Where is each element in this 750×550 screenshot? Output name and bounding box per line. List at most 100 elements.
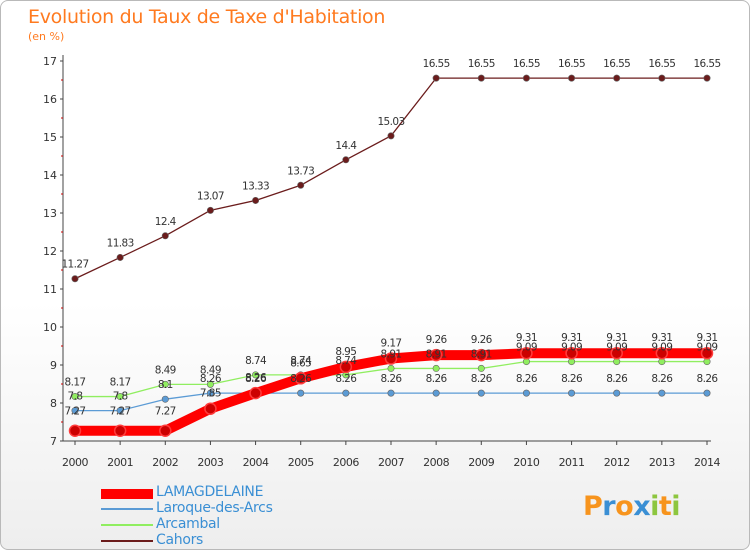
data-label: 7.8: [113, 391, 128, 403]
data-label: 9.31: [651, 332, 672, 344]
x-tick-label: 2005: [288, 456, 314, 469]
y-tick-label: 16: [43, 93, 57, 106]
data-label: 8.26: [335, 373, 357, 385]
x-tick-label: 2001: [107, 456, 133, 469]
data-point: [297, 389, 305, 397]
data-label: 9.09: [516, 342, 537, 354]
data-point: [610, 346, 623, 360]
data-point: [387, 364, 395, 372]
x-tick-label: 2002: [152, 456, 178, 469]
legend-swatch: [101, 540, 153, 542]
data-point: [206, 206, 214, 214]
x-tick-label: 2000: [62, 456, 88, 469]
data-point: [658, 389, 666, 397]
x-tick-label: 2004: [243, 456, 269, 469]
data-label: 9.31: [516, 332, 537, 344]
chart-title: Evolution du Taux de Taxe d'Habitation: [28, 6, 386, 28]
data-label: 9.31: [606, 332, 627, 344]
data-label: 8.74: [335, 355, 357, 367]
data-point: [520, 346, 533, 360]
data-point: [655, 346, 669, 360]
data-label: 13.07: [197, 190, 224, 202]
chart-subtitle: (en %): [28, 30, 65, 43]
data-point: [387, 132, 395, 140]
data-label: 8.26: [290, 373, 312, 385]
data-point: [568, 389, 576, 397]
data-label: 8.26: [381, 373, 403, 385]
data-label: 8.26: [245, 373, 267, 385]
data-label: 12.4: [155, 216, 177, 228]
data-point: [475, 348, 488, 362]
data-label: 13.73: [287, 165, 314, 177]
logo-letter: t: [658, 491, 672, 522]
data-label: 8.26: [200, 373, 222, 385]
y-tick-label: 17: [43, 55, 57, 68]
data-label: 9.09: [606, 342, 627, 354]
data-label: 9.31: [697, 332, 718, 344]
data-point: [522, 74, 530, 82]
data-label: 16.55: [558, 58, 585, 70]
data-point: [387, 389, 395, 397]
data-point: [116, 253, 124, 261]
data-point: [294, 372, 307, 385]
data-point: [161, 232, 169, 240]
data-label: 16.55: [693, 58, 720, 70]
y-tick-label: 15: [43, 131, 57, 144]
y-tick-label: 12: [43, 245, 57, 258]
data-label: 8.26: [471, 373, 493, 385]
data-point: [477, 389, 485, 397]
x-tick-label: 2013: [649, 456, 675, 469]
legend-label: Arcambal: [156, 516, 220, 532]
data-label: 16.55: [513, 58, 540, 70]
data-label: 16.55: [423, 58, 450, 70]
data-label: 9.26: [426, 334, 448, 346]
data-point: [429, 348, 443, 362]
data-point: [432, 364, 440, 372]
data-label: 8.49: [200, 364, 221, 376]
y-tick-label: 7: [50, 435, 57, 448]
y-tick-label: 13: [43, 207, 57, 220]
data-point: [71, 393, 79, 401]
data-label: 7.27: [65, 406, 86, 418]
data-label: 9.09: [651, 342, 672, 354]
data-point: [700, 346, 714, 360]
data-point: [249, 386, 262, 400]
y-tick-label: 14: [43, 169, 57, 182]
data-label: 8.17: [65, 377, 86, 389]
data-point: [206, 380, 214, 388]
x-tick-label: 2006: [333, 456, 359, 469]
data-point: [71, 275, 79, 283]
data-label: 9.09: [561, 342, 582, 354]
data-label: 8.26: [245, 372, 267, 384]
series-line: [74, 77, 708, 280]
data-label: 7.27: [155, 406, 176, 418]
data-label: 8.91: [471, 348, 492, 360]
legend-swatch: [101, 489, 153, 499]
data-label: 8.1: [158, 379, 173, 391]
data-point: [159, 424, 172, 437]
data-label: 8.91: [426, 348, 447, 360]
logo-letter: r: [602, 491, 616, 522]
logo-letter: i: [671, 491, 681, 522]
data-point: [432, 74, 440, 82]
data-label: 16.55: [648, 58, 675, 70]
data-point: [68, 424, 82, 437]
data-point: [384, 352, 398, 365]
data-point: [71, 407, 79, 415]
data-point: [204, 402, 217, 415]
data-point: [297, 181, 305, 189]
data-point: [613, 74, 621, 82]
data-point: [252, 371, 260, 379]
data-point: [703, 389, 711, 397]
logo-letter: x: [633, 491, 651, 522]
data-label: 8.26: [651, 373, 673, 385]
data-point: [206, 389, 214, 397]
data-point: [522, 389, 530, 397]
x-tick-label: 2014: [694, 456, 720, 469]
data-label: 8.65: [290, 357, 311, 369]
data-label: 8.74: [245, 355, 267, 367]
legend-swatch: [101, 508, 153, 510]
x-tick-label: 2011: [559, 456, 585, 469]
legend-label: Laroque-des-Arcs: [156, 500, 273, 516]
